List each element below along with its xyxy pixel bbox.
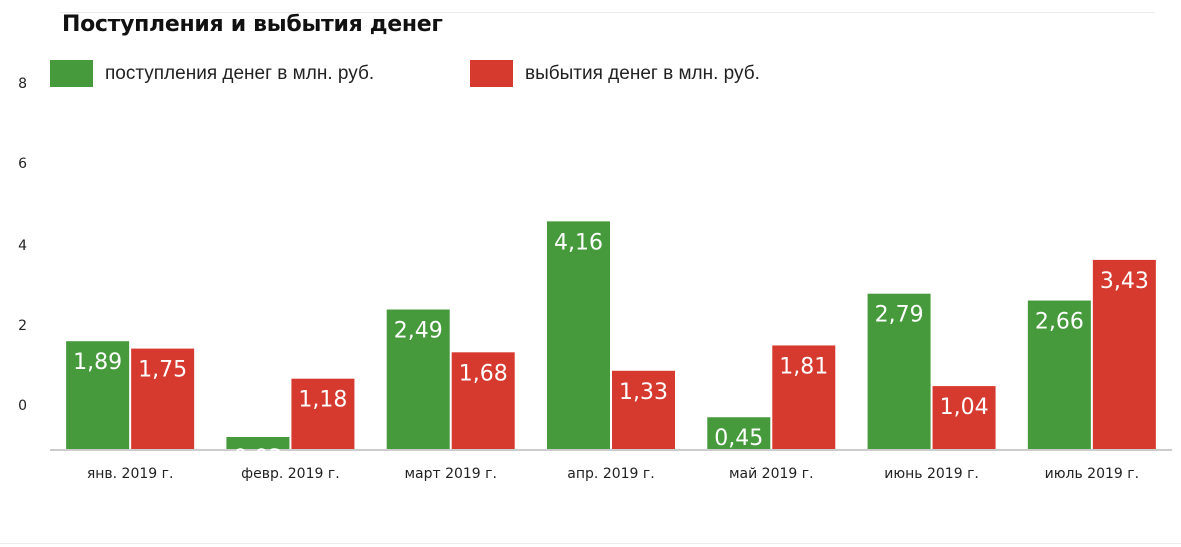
bar-value-label: 1,81 bbox=[779, 354, 828, 379]
bar bbox=[612, 370, 675, 449]
legend: поступления денег в млн. руб. выбытия де… bbox=[0, 60, 1181, 90]
bar bbox=[386, 309, 450, 449]
bar bbox=[547, 221, 610, 449]
legend-swatch-inflow bbox=[50, 60, 93, 87]
bar-value-label: 2,79 bbox=[875, 303, 924, 328]
legend-label-inflow: поступления денег в млн. руб. bbox=[105, 62, 375, 84]
bar bbox=[226, 437, 290, 449]
bar-value-label: 2,66 bbox=[1035, 310, 1084, 335]
y-tick-label: 4 bbox=[18, 238, 27, 254]
bar-value-label: 2,49 bbox=[394, 319, 443, 344]
y-tick-label: 2 bbox=[18, 318, 27, 334]
bar-value-label: 1,33 bbox=[619, 380, 668, 405]
top-divider bbox=[60, 12, 1155, 13]
bar bbox=[451, 352, 515, 449]
bottom-divider bbox=[0, 543, 1181, 544]
bar bbox=[131, 348, 195, 449]
y-tick-label: 8 bbox=[18, 76, 27, 92]
bar-value-label: 3,43 bbox=[1100, 269, 1149, 294]
bar-value-label: 0,03 bbox=[233, 446, 282, 471]
y-tick-label: 6 bbox=[18, 156, 27, 172]
bar bbox=[1092, 259, 1156, 449]
bar bbox=[66, 341, 130, 449]
legend-swatch-outflow bbox=[470, 60, 513, 87]
x-tick-label: июль 2019 г. bbox=[1045, 466, 1139, 482]
x-tick-label: апр. 2019 г. bbox=[567, 466, 654, 482]
x-tick-label: февр. 2019 г. bbox=[241, 466, 340, 482]
legend-item-inflow[interactable]: поступления денег в млн. руб. bbox=[50, 60, 374, 87]
bar bbox=[1027, 300, 1091, 449]
bar bbox=[772, 345, 836, 449]
bar-value-label: 4,16 bbox=[554, 230, 603, 255]
legend-item-outflow[interactable]: выбытия денег в млн. руб. bbox=[470, 60, 760, 87]
x-tick-label: июнь 2019 г. bbox=[884, 466, 979, 482]
legend-label-outflow: выбытия денег в млн. руб. bbox=[525, 62, 760, 84]
bar-value-label: 1,18 bbox=[298, 388, 347, 413]
bar bbox=[291, 378, 355, 449]
bar-value-label: 1,89 bbox=[73, 350, 122, 375]
bar bbox=[932, 386, 996, 449]
bar-value-label: 1,75 bbox=[138, 358, 187, 383]
x-tick-label: март 2019 г. bbox=[404, 466, 497, 482]
bar bbox=[707, 417, 771, 449]
y-tick-label: 0 bbox=[18, 398, 27, 414]
bar-value-label: 1,68 bbox=[459, 361, 508, 386]
x-tick-label: янв. 2019 г. bbox=[87, 466, 174, 482]
bar-value-label: 0,45 bbox=[714, 426, 763, 451]
bar-value-label: 1,04 bbox=[940, 395, 989, 420]
x-tick-label: май 2019 г. bbox=[729, 466, 814, 482]
chart-title: Поступления и выбытия денег bbox=[62, 12, 443, 37]
bar bbox=[867, 293, 931, 449]
